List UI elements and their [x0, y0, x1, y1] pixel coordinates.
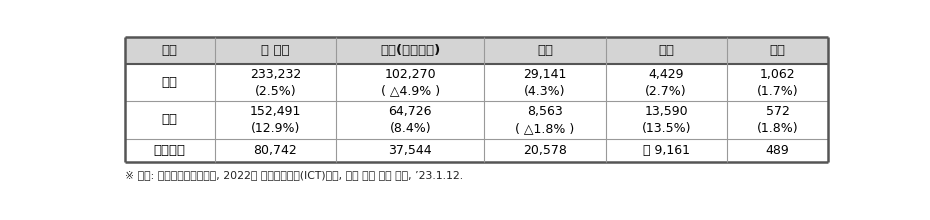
Text: 37,544: 37,544 — [389, 144, 432, 157]
Text: － 9,161: － 9,161 — [643, 144, 690, 157]
Text: 수출: 수출 — [162, 76, 178, 89]
Text: 20,578: 20,578 — [523, 144, 567, 157]
Bar — [125, 64, 829, 101]
Text: 13,590
(13.5%): 13,590 (13.5%) — [642, 105, 691, 135]
Text: 102,270
( △4.9% ): 102,270 ( △4.9% ) — [380, 68, 440, 98]
Text: 489: 489 — [765, 144, 790, 157]
Text: 152,491
(12.9%): 152,491 (12.9%) — [249, 105, 301, 135]
Text: 8,563
( △1.8% ): 8,563 ( △1.8% ) — [515, 105, 575, 135]
Text: 29,141
(4.3%): 29,141 (4.3%) — [524, 68, 566, 98]
Bar — [125, 139, 829, 162]
Text: 64,726
(8.4%): 64,726 (8.4%) — [389, 105, 432, 135]
Text: 구분: 구분 — [162, 44, 178, 57]
Bar — [125, 101, 829, 139]
Text: 영국: 영국 — [769, 44, 786, 57]
Text: 수입: 수입 — [162, 113, 178, 126]
Text: ※ 지료: 과학기술정보통신부, 2022년 정보통신기술(ICT)수출, 역대 최대 실적 달성, ’23.1.12.: ※ 지료: 과학기술정보통신부, 2022년 정보통신기술(ICT)수출, 역대… — [125, 170, 463, 180]
Bar — [125, 37, 829, 64]
Text: 전 세계: 전 세계 — [261, 44, 289, 57]
Text: 233,232
(2.5%): 233,232 (2.5%) — [250, 68, 301, 98]
Text: 미국: 미국 — [537, 44, 553, 57]
Text: 1,062
(1.7%): 1,062 (1.7%) — [757, 68, 798, 98]
Text: 80,742: 80,742 — [254, 144, 298, 157]
Text: 572
(1.8%): 572 (1.8%) — [757, 105, 798, 135]
Text: 일본: 일본 — [658, 44, 674, 57]
Text: 무역수지: 무역수지 — [153, 144, 186, 157]
Text: 4,429
(2.7%): 4,429 (2.7%) — [645, 68, 687, 98]
Text: 중국(홍콩포함): 중국(홍콩포함) — [380, 44, 440, 57]
